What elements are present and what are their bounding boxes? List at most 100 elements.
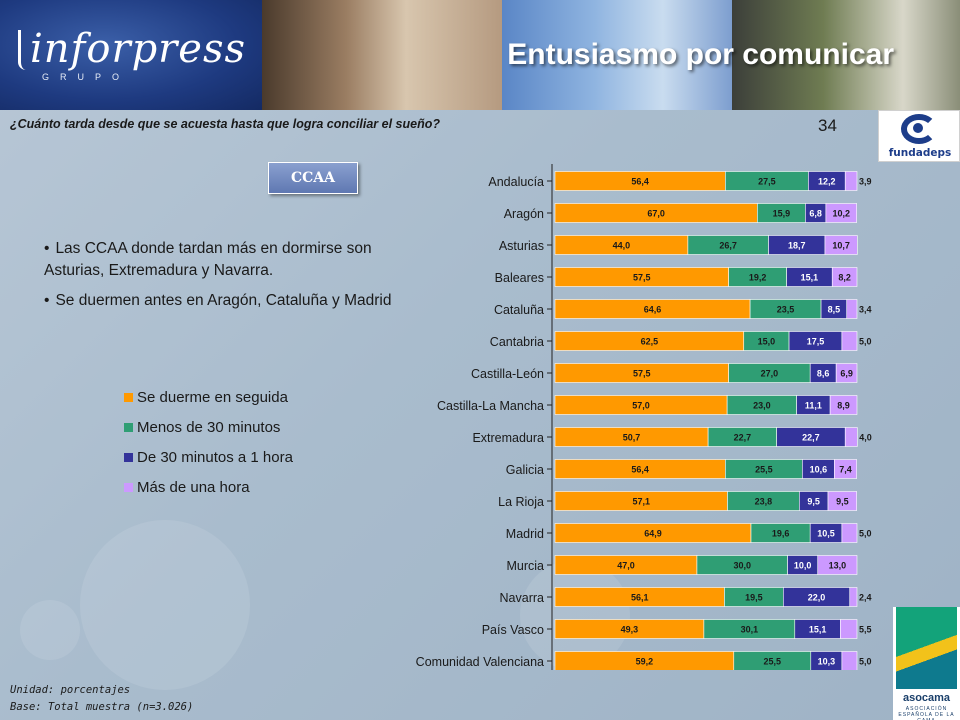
ccaa-section-button[interactable]: CCAA [268, 162, 358, 194]
data-label: 27,5 [758, 177, 776, 187]
stacked-bar-chart: Andalucía 56,4 27,5 12,2 3,9 Aragón 67,0 15,9 6,… [416, 164, 872, 670]
finding-item: Las CCAA donde tardan más en dormirse so… [44, 238, 414, 282]
asocama-logo: asocama ASOCIACIÓN ESPAÑOLA DE LA CAMA [893, 607, 960, 720]
data-label: 22,0 [808, 593, 826, 603]
category-label: Castilla-León [471, 367, 544, 381]
legend-item: Se duerme en seguida [124, 382, 293, 412]
data-label: 5,0 [859, 657, 872, 667]
category-label: Murcia [506, 559, 544, 573]
legend-item: De 30 minutos a 1 hora [124, 442, 293, 472]
data-label: 23,8 [755, 497, 773, 507]
data-label: 6,8 [809, 209, 822, 219]
data-label: 44,0 [613, 241, 631, 251]
category-label: Andalucía [488, 175, 544, 189]
category-label: Castilla-La Mancha [437, 399, 544, 413]
data-label: 23,5 [777, 305, 795, 315]
chart-legend: Se duerme en seguida Menos de 30 minutos… [124, 382, 293, 502]
data-label: 19,6 [772, 529, 790, 539]
asocama-logo-subtitle: ASOCIACIÓN ESPAÑOLA DE LA CAMA [898, 706, 955, 720]
bar-segment [846, 299, 858, 319]
category-label: La Rioja [498, 495, 544, 509]
data-label: 5,0 [859, 529, 872, 539]
bar-segment [827, 491, 857, 511]
fundadeps-logo-text: fundadeps [888, 147, 952, 159]
legend-label: Se duerme en seguida [137, 388, 288, 406]
bar-segment [844, 427, 858, 447]
data-label: 50,7 [623, 433, 641, 443]
bar-segment [835, 363, 858, 383]
bar-segment [841, 651, 858, 670]
header-banner: inforpress GRUPO Entusiasmo por comunica… [0, 0, 960, 110]
category-label: Baleares [495, 271, 544, 285]
data-label: 10,7 [832, 241, 850, 251]
seed-photo [262, 0, 502, 110]
logo-subtitle: GRUPO [42, 72, 131, 82]
footnote-base: Base: Total muestra (n=3.026) [10, 701, 194, 713]
data-label: 9,5 [836, 497, 849, 507]
data-label: 15,0 [758, 337, 776, 347]
legend-swatch [124, 392, 133, 402]
data-label: 5,0 [859, 337, 872, 347]
asocama-logo-text: asocama [902, 692, 951, 704]
data-label: 23,0 [753, 401, 771, 411]
data-label: 4,0 [859, 433, 872, 443]
findings-list: Las CCAA donde tardan más en dormirse so… [44, 238, 414, 320]
legend-label: De 30 minutos a 1 hora [137, 448, 293, 466]
data-label: 56,1 [631, 593, 649, 603]
logo-panel: inforpress GRUPO [0, 0, 262, 110]
survey-question: ¿Cuánto tarda desde que se acuesta hasta… [10, 117, 440, 131]
fundadeps-c-icon [901, 114, 937, 144]
data-label: 10,6 [810, 465, 828, 475]
pen-icon [18, 30, 36, 70]
data-label: 57,1 [632, 497, 650, 507]
data-label: 56,4 [631, 465, 649, 475]
data-label: 64,6 [644, 305, 662, 315]
bar-segment [825, 203, 857, 223]
category-label: Asturias [499, 239, 544, 253]
data-label: 57,5 [633, 369, 651, 379]
data-label: 15,1 [801, 273, 819, 283]
footnote-unit: Unidad: porcentajes [10, 684, 131, 696]
bar-segment [834, 459, 857, 479]
data-label: 56,4 [631, 177, 649, 187]
data-label: 15,9 [773, 209, 791, 219]
finding-item: Se duermen antes en Aragón, Cataluña y M… [44, 290, 414, 312]
data-label: 7,4 [839, 465, 852, 475]
data-label: 3,9 [859, 177, 872, 187]
bar-segment [840, 619, 858, 639]
fundadeps-logo: fundadeps [878, 110, 960, 162]
category-label: Madrid [506, 527, 544, 541]
bar-segment [844, 171, 858, 191]
data-label: 8,9 [837, 401, 850, 411]
data-label: 15,1 [809, 625, 827, 635]
data-label: 47,0 [617, 561, 635, 571]
inforpress-logo: inforpress [30, 26, 247, 72]
bar-segment [849, 587, 858, 607]
legend-swatch [124, 452, 133, 462]
data-label: 10,5 [817, 529, 835, 539]
data-label: 30,0 [733, 561, 751, 571]
data-label: 18,7 [788, 241, 806, 251]
data-label: 59,2 [636, 657, 654, 667]
bar-segment [824, 235, 858, 255]
data-label: 9,5 [807, 497, 820, 507]
flask-photo [502, 0, 732, 110]
data-label: 8,2 [838, 273, 851, 283]
data-label: 10,0 [794, 561, 812, 571]
category-label: Aragón [504, 207, 544, 221]
data-label: 12,2 [818, 177, 836, 187]
data-label: 57,0 [632, 401, 650, 411]
data-label: 8,5 [828, 305, 841, 315]
data-label: 17,5 [807, 337, 825, 347]
bar-segment [831, 267, 858, 287]
data-label: 5,5 [859, 625, 872, 635]
category-label: Comunidad Valenciana [416, 655, 544, 669]
data-label: 10,3 [818, 657, 836, 667]
sprout-photo [732, 0, 960, 110]
data-label: 11,1 [805, 401, 822, 411]
data-label: 2,4 [859, 593, 872, 603]
legend-swatch [124, 422, 133, 432]
legend-item: Más de una hora [124, 472, 293, 502]
data-label: 67,0 [647, 209, 665, 219]
category-label: Galicia [506, 463, 544, 477]
